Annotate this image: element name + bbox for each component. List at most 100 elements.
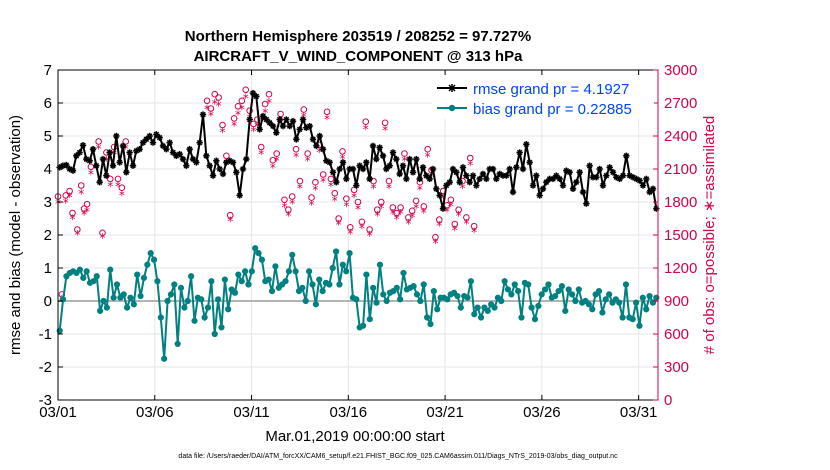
rmse-marker xyxy=(256,126,263,133)
rmse-marker-stroke xyxy=(256,126,263,133)
bias-marker xyxy=(558,283,566,290)
rmse-marker-stroke xyxy=(643,176,650,182)
obs-possible-marker xyxy=(203,97,211,105)
obs-assimilated-marker: * xyxy=(305,154,311,168)
rmse-marker-stroke xyxy=(380,153,386,159)
rmse-marker xyxy=(453,169,460,176)
rmse-marker-stroke xyxy=(386,162,393,169)
rmse-marker-stroke xyxy=(176,151,183,157)
rmse-marker xyxy=(279,122,287,130)
bias-marker xyxy=(518,314,525,321)
bias-marker xyxy=(619,314,626,321)
obs-assimilated-marker: * xyxy=(285,209,291,223)
rmse-marker-stroke xyxy=(260,113,266,119)
rmse-marker xyxy=(253,93,260,100)
bias-marker xyxy=(282,278,289,285)
obs-possible-marker xyxy=(238,97,246,105)
rmse-marker xyxy=(343,175,350,183)
obs-assimilated-marker: * xyxy=(440,192,446,206)
bias-marker xyxy=(629,316,636,323)
rmse-marker-stroke xyxy=(580,189,586,195)
rmse-marker xyxy=(583,200,590,207)
rmse-marker xyxy=(469,172,477,179)
rmse-marker xyxy=(526,159,533,166)
rmse-marker xyxy=(609,169,617,176)
bias-marker xyxy=(258,256,266,263)
obs-assimilated-marker: * xyxy=(316,145,322,159)
bias-marker xyxy=(393,284,400,291)
bias-marker xyxy=(383,297,390,305)
rmse-marker xyxy=(229,159,237,166)
obs-possible-marker xyxy=(106,175,114,183)
obs-assimilated-marker: * xyxy=(444,205,450,219)
bias-marker xyxy=(434,306,441,313)
bias-marker xyxy=(221,276,228,283)
title-block: Northern Hemisphere 203519 / 208252 = 97… xyxy=(185,28,531,65)
rmse-marker xyxy=(506,165,513,173)
obs-assimilated-marker: * xyxy=(216,99,222,113)
left-y-tick-label: 1 xyxy=(44,260,52,277)
obs-assimilated-marker: * xyxy=(417,183,423,197)
rmse-marker xyxy=(163,146,170,153)
right-y-tick-label: 900 xyxy=(664,293,689,310)
bias-marker xyxy=(93,273,100,280)
rmse-marker xyxy=(96,179,103,186)
obs-assimilated-marker: * xyxy=(409,210,415,224)
rmse-marker xyxy=(316,132,323,140)
obs-possible-marker xyxy=(118,184,126,191)
rmse-marker xyxy=(413,155,420,163)
obs-possible-marker xyxy=(331,189,339,197)
rmse-marker xyxy=(623,152,630,159)
rmse-marker-stroke xyxy=(620,172,626,179)
bias-marker xyxy=(363,271,370,278)
rmse-marker-stroke xyxy=(150,139,156,146)
rmse-marker xyxy=(323,157,330,164)
rmse-marker-stroke xyxy=(626,172,633,179)
bias-marker xyxy=(616,299,623,306)
bias-marker xyxy=(103,304,110,311)
bias-marker xyxy=(353,296,360,303)
rmse-marker xyxy=(149,139,157,146)
rmse-marker xyxy=(523,141,530,148)
rmse-marker xyxy=(126,149,133,156)
obs-possible-marker xyxy=(230,115,238,122)
obs-assimilated-marker: * xyxy=(312,183,318,197)
right-y-tick-label: 300 xyxy=(664,359,689,376)
rmse-marker-stroke xyxy=(533,172,540,179)
obs-assimilated-marker: * xyxy=(100,231,106,245)
obs-assimilated-marker: * xyxy=(301,110,307,124)
rmse-marker-stroke xyxy=(520,166,526,172)
rmse-marker-stroke xyxy=(86,157,93,164)
bias-marker xyxy=(572,297,579,305)
rmse-marker-stroke xyxy=(316,133,323,139)
right-y-axis: 0 300 600 900 1200 1500 1800 2100 2400 2700 3000 xyxy=(653,62,697,409)
rmse-marker xyxy=(429,165,437,173)
rmse-marker xyxy=(606,164,613,171)
rmse-marker-stroke xyxy=(440,205,446,212)
rmse-marker-stroke xyxy=(360,166,366,172)
obs-possible-marker xyxy=(432,233,439,241)
bias-marker xyxy=(599,309,606,316)
chart-title-line1: Northern Hemisphere 203519 / 208252 = 97… xyxy=(185,28,531,45)
rmse-marker xyxy=(353,182,360,189)
rmse-marker-stroke xyxy=(220,171,226,177)
rmse-marker-stroke xyxy=(200,111,206,118)
rmse-marker xyxy=(106,149,113,156)
obs-possible-marker xyxy=(377,198,385,206)
obs-assimilated-marker: * xyxy=(212,97,218,111)
rmse-marker-stroke xyxy=(216,166,223,172)
obs-possible-marker xyxy=(424,145,431,153)
bias-marker xyxy=(339,261,346,268)
bias-marker xyxy=(427,321,434,328)
obs-possible-marker xyxy=(273,150,281,157)
rmse-marker xyxy=(336,165,343,173)
obs-assimilated-marker: * xyxy=(123,142,129,156)
obs-assimilated-marker: * xyxy=(390,207,396,221)
obs-possible-marker xyxy=(292,145,300,153)
footer-data-file: data file: /Users/raeder/DAI/ATM_forcXX/… xyxy=(178,453,618,460)
rmse-marker-stroke xyxy=(283,116,290,123)
rmse-marker xyxy=(519,165,527,173)
rmse-marker-stroke xyxy=(163,146,170,152)
obs-assimilated-marker: * xyxy=(103,154,109,168)
rmse-marker-stroke xyxy=(560,182,566,189)
